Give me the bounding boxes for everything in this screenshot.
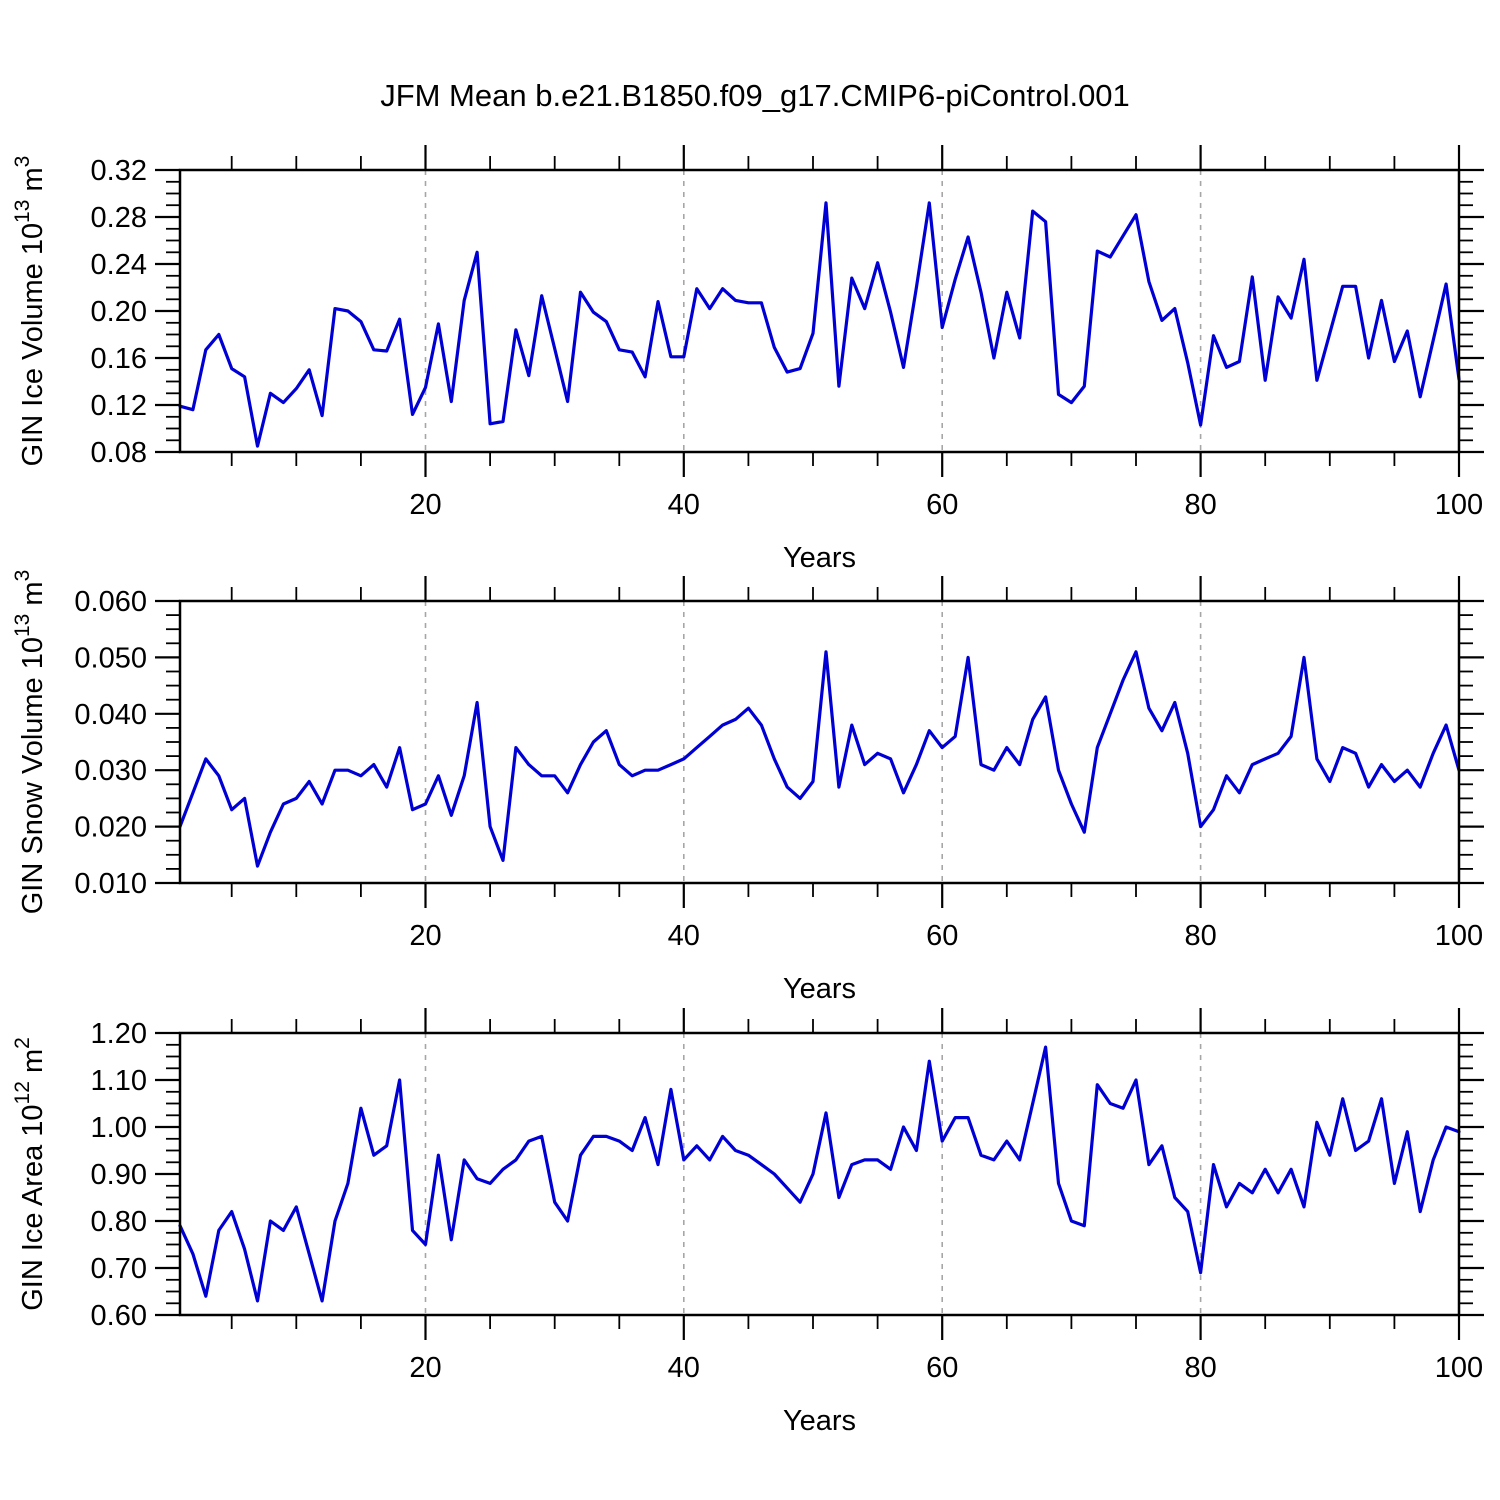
y-tick-label: 0.050 bbox=[74, 642, 147, 674]
y-tick-label: 0.030 bbox=[74, 755, 147, 787]
x-tick-label: 40 bbox=[668, 1352, 700, 1384]
y-tick-label: 0.040 bbox=[74, 699, 147, 731]
y-axis-label: GIN Snow Volume 1013 m3 bbox=[11, 570, 49, 915]
gin-ice-area-line bbox=[178, 1045, 1461, 1303]
panel-gin-ice-area: 20 40 60 80 100 0.60 0.70 0.80 0.90 1.00 1.10 1.20 G… bbox=[11, 1008, 1484, 1437]
y-tick-label: 0.28 bbox=[91, 202, 147, 234]
x-tick-label: 100 bbox=[1435, 920, 1483, 952]
x-tick-label: 60 bbox=[926, 920, 958, 952]
panel-gin-ice-volume: 20 40 60 80 100 0.08 0.12 0.16 0.20 0.24 0.28 0.32 G… bbox=[11, 145, 1484, 574]
y-tick-label: 1.10 bbox=[91, 1065, 147, 1097]
y-tick-label: 0.90 bbox=[91, 1159, 147, 1191]
x-axis-label: Years bbox=[783, 973, 856, 1005]
y-tick-label: 0.020 bbox=[74, 812, 147, 844]
x-axis-label: Years bbox=[783, 542, 856, 574]
gin-snow-volume-line bbox=[178, 650, 1461, 868]
x-axis-label: Years bbox=[783, 1405, 856, 1437]
x-tick-label: 100 bbox=[1435, 489, 1483, 521]
x-tick-label: 100 bbox=[1435, 1352, 1483, 1384]
y-tick-label: 0.16 bbox=[91, 343, 147, 375]
y-tick-label: 0.08 bbox=[91, 437, 147, 469]
y-tick-label: 0.010 bbox=[74, 868, 147, 900]
gin-ice-volume-line bbox=[178, 201, 1461, 448]
x-tick-label: 20 bbox=[409, 1352, 441, 1384]
y-tick-label: 0.70 bbox=[91, 1253, 147, 1285]
x-tick-label: 80 bbox=[1184, 920, 1216, 952]
x-tick-label: 60 bbox=[926, 489, 958, 521]
axis-frame bbox=[178, 599, 1461, 885]
x-tick-label: 40 bbox=[668, 920, 700, 952]
y-tick-label: 0.80 bbox=[91, 1206, 147, 1238]
y-tick-label: 1.00 bbox=[91, 1112, 147, 1144]
figure-title: JFM Mean b.e21.B1850.f09_g17.CMIP6-piCon… bbox=[380, 78, 1130, 113]
y-axis-label: GIN Ice Volume 1013 m3 bbox=[11, 156, 49, 467]
y-axis-label: GIN Ice Area 1012 m2 bbox=[11, 1037, 49, 1311]
x-tick-label: 80 bbox=[1184, 489, 1216, 521]
panel-gin-snow-volume: 20 40 60 80 100 0.010 0.020 0.030 0.040 0.050 0.06… bbox=[11, 570, 1484, 1005]
y-tick-label: 0.20 bbox=[91, 296, 147, 328]
x-tick-label: 80 bbox=[1184, 1352, 1216, 1384]
y-tick-label: 0.24 bbox=[91, 249, 147, 281]
x-tick-label: 40 bbox=[668, 489, 700, 521]
x-tick-label: 20 bbox=[409, 920, 441, 952]
y-tick-label: 0.060 bbox=[74, 586, 147, 618]
y-tick-label: 0.12 bbox=[91, 390, 147, 422]
y-tick-label: 0.32 bbox=[91, 155, 147, 187]
x-tick-label: 60 bbox=[926, 1352, 958, 1384]
y-tick-label: 1.20 bbox=[91, 1018, 147, 1050]
axis-frame bbox=[178, 168, 1461, 454]
x-tick-label: 20 bbox=[409, 489, 441, 521]
y-tick-label: 0.60 bbox=[91, 1300, 147, 1332]
